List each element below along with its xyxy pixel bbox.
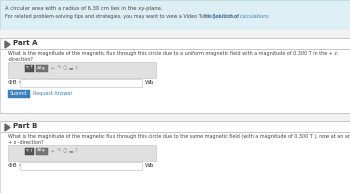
Polygon shape <box>5 41 10 48</box>
Text: ▬: ▬ <box>69 65 74 70</box>
Text: What is the magnitude of the magnetic flux through this circle due to the same m: What is the magnitude of the magnetic fl… <box>8 134 350 139</box>
Text: What is the magnitude of the magnetic flux through this circle due to a uniform : What is the magnitude of the magnetic fl… <box>8 51 337 62</box>
Bar <box>8 90 30 98</box>
Bar <box>0 30 350 38</box>
Text: ?: ? <box>75 65 78 70</box>
Text: ↵: ↵ <box>51 65 55 70</box>
Text: ○: ○ <box>63 65 67 70</box>
Bar <box>8 62 156 78</box>
Text: ▬: ▬ <box>69 148 74 153</box>
Text: Wb: Wb <box>145 80 154 85</box>
Text: ΦB =: ΦB = <box>8 80 23 85</box>
Bar <box>0 132 350 133</box>
Bar <box>20 162 142 170</box>
Text: ¶: ¶ <box>26 65 28 69</box>
Text: ↵: ↵ <box>51 148 55 153</box>
Text: ?: ? <box>75 148 78 153</box>
Text: Request Answer: Request Answer <box>33 91 72 96</box>
Text: + z -direction?: + z -direction? <box>8 140 44 145</box>
Text: ΦB =: ΦB = <box>8 163 23 168</box>
Text: For related problem-solving tips and strategies, you may want to view a Video Tu: For related problem-solving tips and str… <box>5 14 240 19</box>
Text: Wb: Wb <box>145 163 154 168</box>
Bar <box>0 38 350 113</box>
Text: A circular area with a radius of 6.30 cm lies in the xy-plane.: A circular area with a radius of 6.30 cm… <box>5 6 162 11</box>
Text: ↷: ↷ <box>57 148 61 153</box>
Bar <box>36 65 48 72</box>
Text: Part B: Part B <box>13 123 37 129</box>
Bar <box>0 121 350 122</box>
Bar <box>8 145 156 161</box>
Text: AΣφ: AΣφ <box>37 148 46 152</box>
Text: ○: ○ <box>63 148 67 153</box>
Text: Magnetic flux calculations: Magnetic flux calculations <box>205 14 268 19</box>
Text: ↷: ↷ <box>57 65 61 70</box>
Bar <box>0 121 350 193</box>
Text: T: T <box>29 65 32 69</box>
Text: ¶: ¶ <box>26 148 28 152</box>
Text: AΣφ: AΣφ <box>37 65 46 69</box>
Text: T: T <box>29 148 32 152</box>
Polygon shape <box>5 124 10 131</box>
Bar <box>0 0 350 30</box>
Bar <box>25 65 34 72</box>
Bar <box>20 79 142 87</box>
Bar <box>36 148 48 155</box>
Text: Submit: Submit <box>9 91 27 96</box>
Text: Part A: Part A <box>13 40 37 46</box>
Bar <box>25 148 34 155</box>
Bar <box>0 113 350 121</box>
